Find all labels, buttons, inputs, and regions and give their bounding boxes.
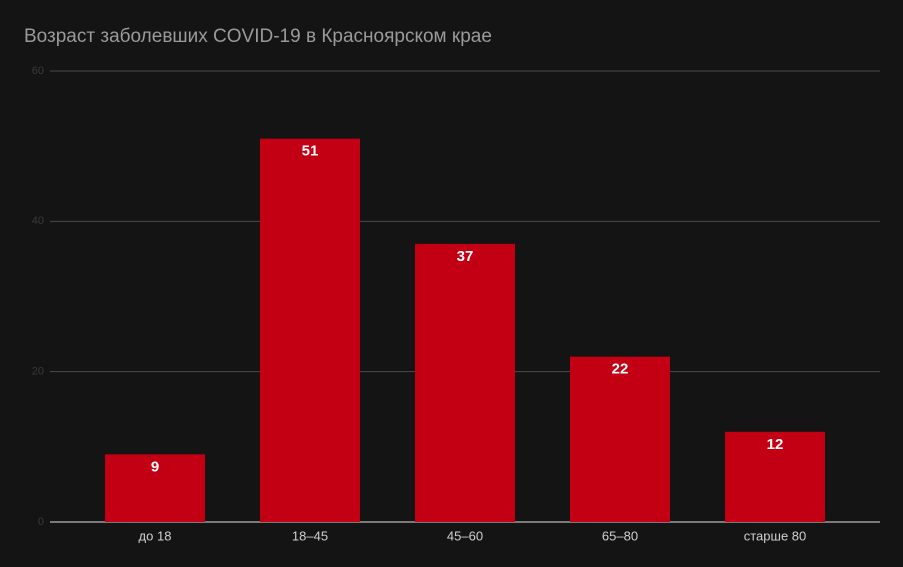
bar bbox=[260, 138, 360, 522]
y-tick-label: 40 bbox=[32, 215, 44, 227]
data-label: 22 bbox=[612, 361, 629, 378]
bar bbox=[105, 454, 205, 522]
y-tick-label: 60 bbox=[32, 65, 44, 77]
x-tick-label: 65–80 bbox=[602, 528, 638, 543]
y-tick-label: 20 bbox=[32, 366, 44, 378]
x-tick-label: 18–45 bbox=[292, 528, 328, 543]
x-tick-label: до 18 bbox=[139, 528, 172, 543]
x-tick-label: 45–60 bbox=[447, 528, 483, 543]
y-tick-label: 0 bbox=[38, 516, 44, 528]
chart-title: Возраст заболевших COVID-19 в Красноярск… bbox=[24, 26, 492, 47]
bar bbox=[725, 431, 825, 522]
data-label: 51 bbox=[302, 143, 319, 160]
bar bbox=[415, 243, 515, 522]
x-tick-label: старше 80 bbox=[744, 528, 807, 543]
bar bbox=[570, 356, 670, 522]
data-label: 9 bbox=[151, 458, 159, 475]
data-label: 37 bbox=[457, 248, 474, 265]
data-label: 12 bbox=[767, 436, 784, 453]
